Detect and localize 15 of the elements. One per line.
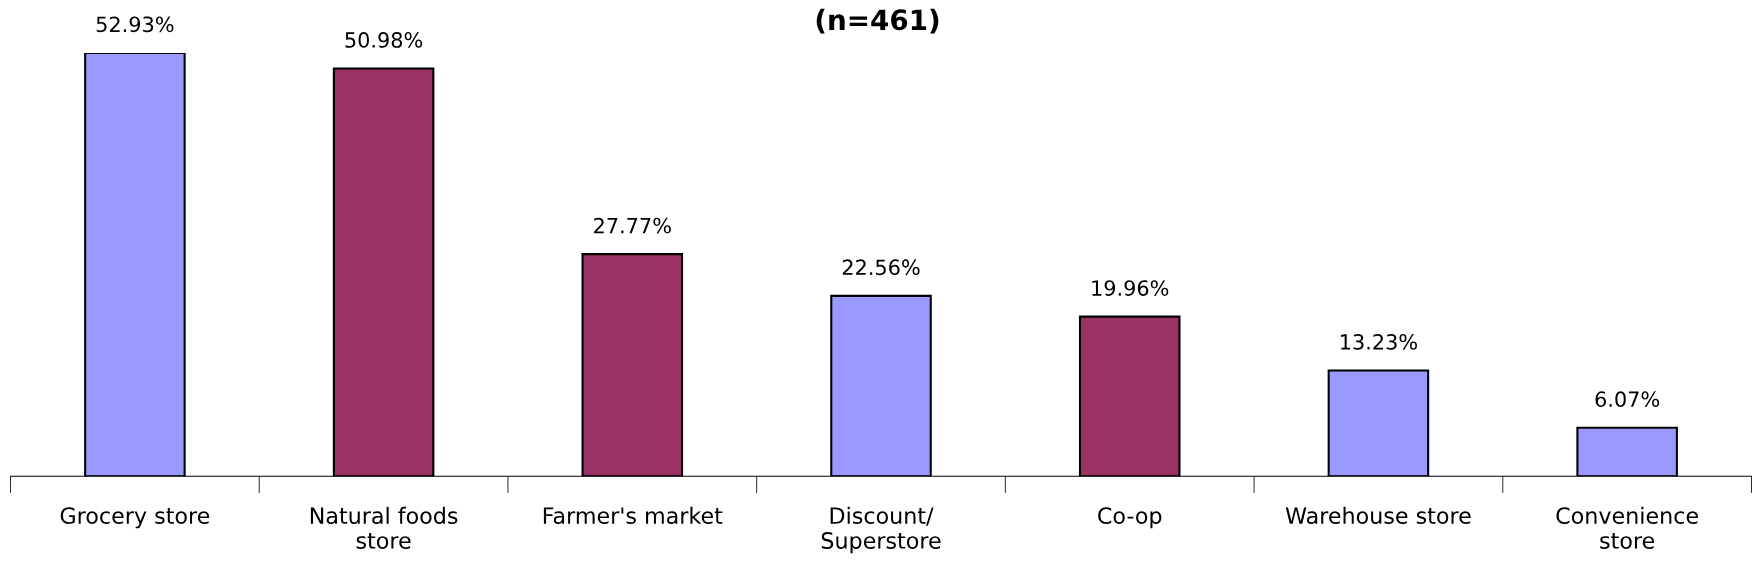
x-tick-label: Natural foods store xyxy=(310,506,458,549)
data-label: 50.98% xyxy=(345,32,423,48)
data-label: 13.23% xyxy=(1341,334,1417,350)
x-tick-label: Convenience store xyxy=(1556,506,1698,549)
x-tick-label: Farmer's market xyxy=(543,506,723,525)
x-tick-label: Discount/ Superstore xyxy=(821,506,941,554)
x-tick-label: Warehouse store xyxy=(1285,506,1471,525)
data-label: 52.93% xyxy=(96,16,174,33)
data-label: 6.07% xyxy=(1595,391,1660,408)
data-label: 27.77% xyxy=(594,217,671,234)
data-label: 22.56% xyxy=(842,259,920,276)
x-tick-label: Grocery store xyxy=(60,507,210,529)
x-tick-label: Co-op xyxy=(1098,507,1162,529)
chart-title: (n=461) xyxy=(816,8,939,34)
data-label: 19.96% xyxy=(1092,280,1169,296)
